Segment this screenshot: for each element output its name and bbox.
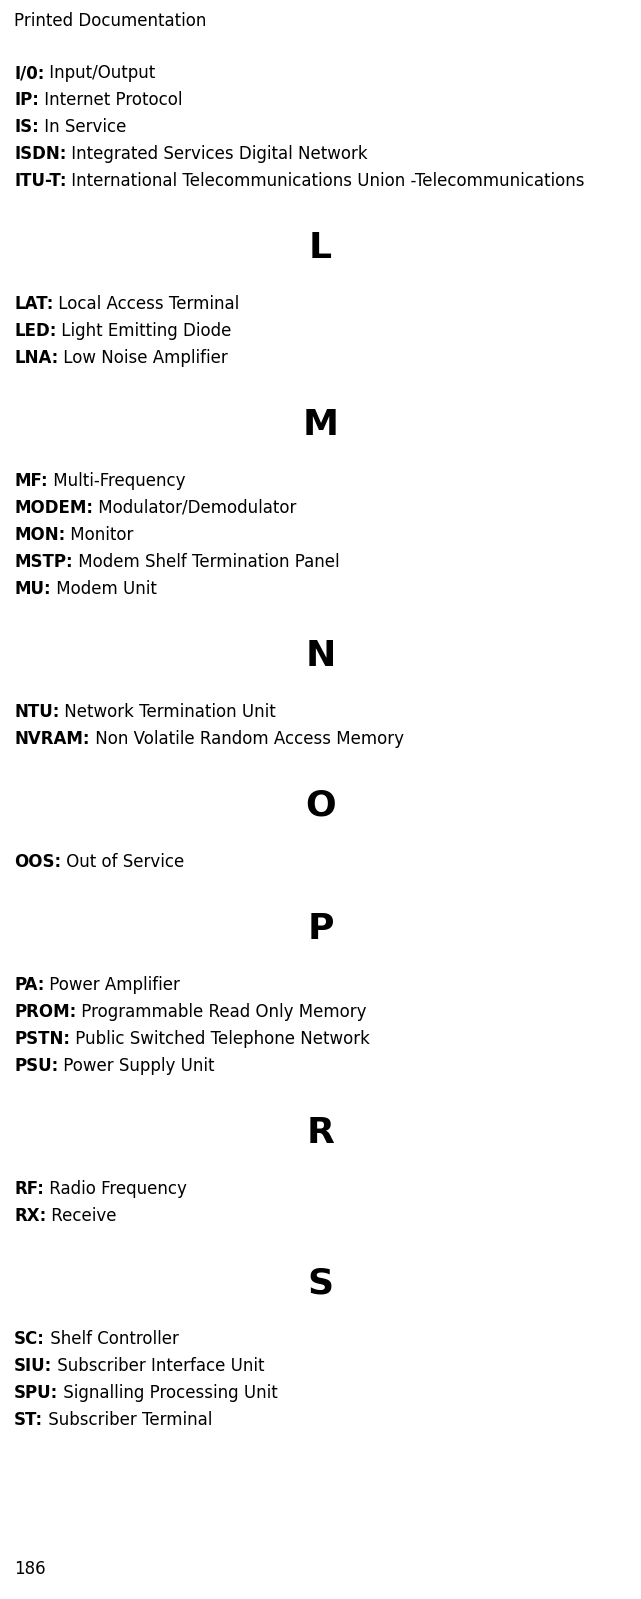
Text: RX:: RX: (14, 1207, 46, 1225)
Text: ITU-T:: ITU-T: (14, 173, 67, 190)
Text: Printed Documentation: Printed Documentation (14, 13, 206, 30)
Text: LNA:: LNA: (14, 349, 58, 368)
Text: SC:: SC: (14, 1330, 45, 1348)
Text: O: O (305, 788, 336, 823)
Text: Receive: Receive (46, 1207, 117, 1225)
Text: Modem Shelf Termination Panel: Modem Shelf Termination Panel (72, 553, 339, 571)
Text: Modem Unit: Modem Unit (51, 580, 156, 598)
Text: IP:: IP: (14, 91, 39, 109)
Text: S: S (308, 1266, 333, 1300)
Text: Non Volatile Random Access Memory: Non Volatile Random Access Memory (90, 731, 403, 748)
Text: Public Switched Telephone Network: Public Switched Telephone Network (70, 1030, 370, 1047)
Text: PA:: PA: (14, 975, 44, 995)
Text: Subscriber Interface Unit: Subscriber Interface Unit (53, 1358, 265, 1375)
Text: P: P (307, 911, 334, 947)
Text: Modulator/Demodulator: Modulator/Demodulator (93, 499, 296, 516)
Text: Signalling Processing Unit: Signalling Processing Unit (58, 1385, 278, 1402)
Text: SIU:: SIU: (14, 1358, 53, 1375)
Text: R: R (306, 1116, 335, 1150)
Text: MF:: MF: (14, 472, 47, 489)
Text: Low Noise Amplifier: Low Noise Amplifier (58, 349, 228, 368)
Text: IS:: IS: (14, 118, 38, 136)
Text: OOS:: OOS: (14, 852, 61, 871)
Text: Radio Frequency: Radio Frequency (44, 1180, 187, 1198)
Text: Input/Output: Input/Output (44, 64, 156, 82)
Text: In Service: In Service (38, 118, 126, 136)
Text: Monitor: Monitor (65, 526, 133, 544)
Text: MU:: MU: (14, 580, 51, 598)
Text: Integrated Services Digital Network: Integrated Services Digital Network (67, 146, 368, 163)
Text: ST:: ST: (14, 1410, 43, 1430)
Text: International Telecommunications Union -Telecommunications: International Telecommunications Union -… (67, 173, 585, 190)
Text: Internet Protocol: Internet Protocol (39, 91, 183, 109)
Text: I/0:: I/0: (14, 64, 44, 82)
Text: NTU:: NTU: (14, 704, 60, 721)
Text: N: N (305, 640, 336, 673)
Text: MODEM:: MODEM: (14, 499, 93, 516)
Text: Multi-Frequency: Multi-Frequency (47, 472, 185, 489)
Text: Out of Service: Out of Service (61, 852, 185, 871)
Text: Local Access Terminal: Local Access Terminal (53, 294, 240, 313)
Text: ISDN:: ISDN: (14, 146, 67, 163)
Text: Power Amplifier: Power Amplifier (44, 975, 180, 995)
Text: Programmable Read Only Memory: Programmable Read Only Memory (76, 1003, 367, 1022)
Text: Shelf Controller: Shelf Controller (45, 1330, 179, 1348)
Text: PSU:: PSU: (14, 1057, 58, 1075)
Text: 186: 186 (14, 1561, 46, 1578)
Text: PSTN:: PSTN: (14, 1030, 70, 1047)
Text: Network Termination Unit: Network Termination Unit (60, 704, 276, 721)
Text: M: M (303, 408, 338, 441)
Text: NVRAM:: NVRAM: (14, 731, 90, 748)
Text: MSTP:: MSTP: (14, 553, 72, 571)
Text: L: L (309, 230, 332, 265)
Text: MON:: MON: (14, 526, 65, 544)
Text: PROM:: PROM: (14, 1003, 76, 1022)
Text: LED:: LED: (14, 321, 56, 341)
Text: Light Emitting Diode: Light Emitting Diode (56, 321, 232, 341)
Text: SPU:: SPU: (14, 1385, 58, 1402)
Text: LAT:: LAT: (14, 294, 53, 313)
Text: RF:: RF: (14, 1180, 44, 1198)
Text: Subscriber Terminal: Subscriber Terminal (43, 1410, 213, 1430)
Text: Power Supply Unit: Power Supply Unit (58, 1057, 215, 1075)
